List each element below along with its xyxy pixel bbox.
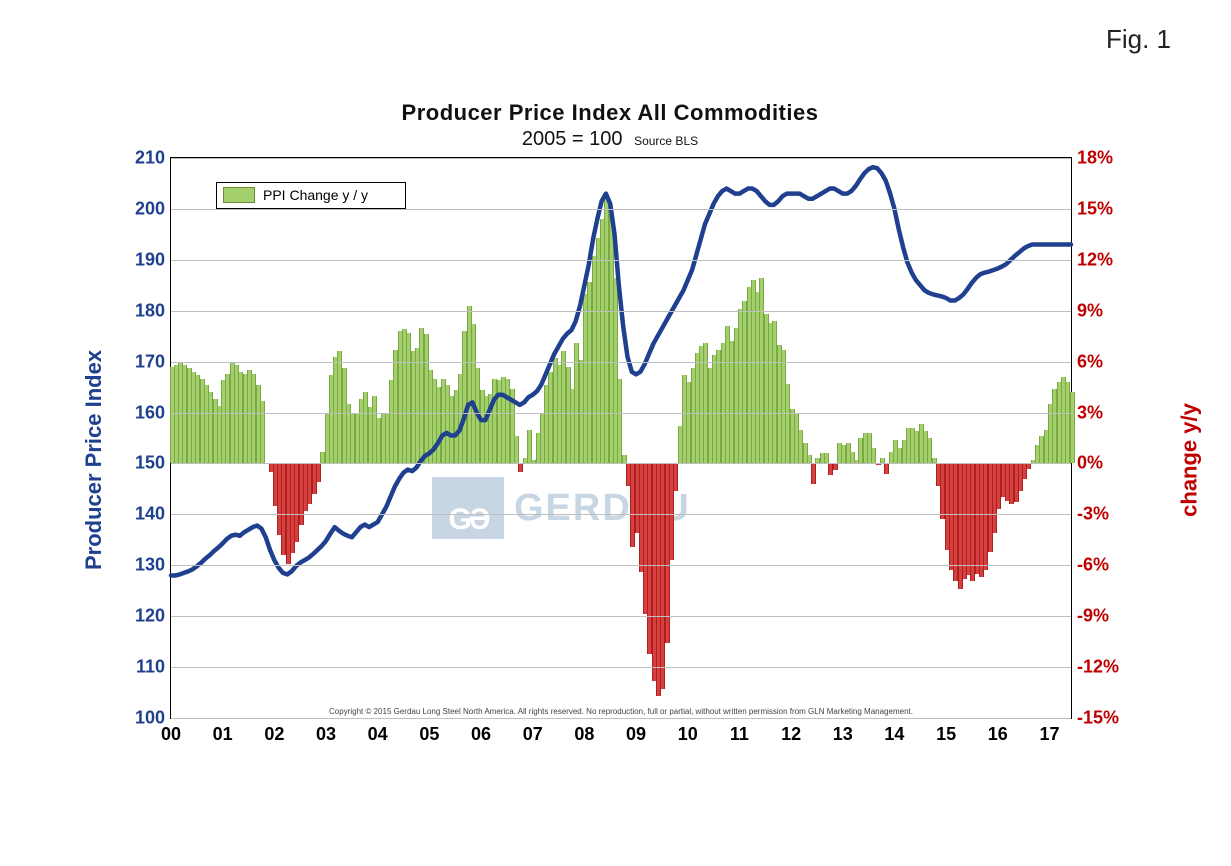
y-right-tick: -12%	[1077, 657, 1119, 678]
x-tick: 05	[419, 724, 439, 745]
chart-title: Producer Price Index All Commodities	[60, 100, 1160, 126]
x-tick: 08	[574, 724, 594, 745]
chart-subtitle: 2005 = 100 Source BLS	[60, 128, 1160, 151]
y-right-tick: 18%	[1077, 148, 1113, 169]
grid-line	[171, 158, 1071, 159]
x-tick: 09	[626, 724, 646, 745]
grid-line	[171, 667, 1071, 668]
y-right-tick: -3%	[1077, 504, 1109, 525]
x-tick: 04	[368, 724, 388, 745]
y-left-tick: 120	[135, 606, 165, 627]
legend-label: PPI Change y / y	[263, 187, 368, 204]
x-tick: 00	[161, 724, 181, 745]
x-tick: 17	[1039, 724, 1059, 745]
y-left-tick: 180	[135, 300, 165, 321]
x-tick: 01	[213, 724, 233, 745]
figure-label: Fig. 1	[1106, 24, 1171, 55]
x-tick: 15	[936, 724, 956, 745]
y-left-tick: 150	[135, 453, 165, 474]
y-right-tick: 6%	[1077, 351, 1103, 372]
x-tick: 10	[678, 724, 698, 745]
y-right-tick: 0%	[1077, 453, 1103, 474]
y-right-tick: -6%	[1077, 555, 1109, 576]
x-tick: 11	[730, 724, 749, 745]
line-layer	[171, 158, 1071, 718]
x-tick: 16	[988, 724, 1008, 745]
plot-area: GƏ GERDAU PPI Change y / y Copyright © 2…	[170, 157, 1072, 719]
legend-swatch	[223, 187, 255, 203]
x-tick: 06	[471, 724, 491, 745]
grid-line	[171, 260, 1071, 261]
source-label: Source BLS	[634, 134, 698, 148]
grid-line	[171, 311, 1071, 312]
grid-line	[171, 413, 1071, 414]
x-tick: 13	[833, 724, 853, 745]
legend: PPI Change y / y	[216, 182, 406, 209]
y-left-tick: 210	[135, 148, 165, 169]
y-right-tick: -15%	[1077, 708, 1119, 729]
y-left-tick: 130	[135, 555, 165, 576]
x-tick: 12	[781, 724, 801, 745]
grid-line	[171, 616, 1071, 617]
y-left-tick: 160	[135, 402, 165, 423]
grid-line	[171, 209, 1071, 210]
chart-container: Producer Price Index All Commodities 200…	[60, 100, 1160, 820]
y-left-tick: 110	[136, 657, 165, 678]
y-right-tick: 15%	[1077, 198, 1113, 219]
x-tick: 14	[884, 724, 904, 745]
grid-line	[171, 514, 1071, 515]
y-left-tick: 190	[135, 249, 165, 270]
y-left-tick: 170	[135, 351, 165, 372]
y-right-tick: 12%	[1077, 249, 1113, 270]
y-right-tick: 3%	[1077, 402, 1103, 423]
copyright-text: Copyright © 2015 Gerdau Long Steel North…	[329, 707, 913, 716]
x-tick: 02	[264, 724, 284, 745]
grid-line	[171, 718, 1071, 719]
x-tick: 03	[316, 724, 336, 745]
grid-line	[171, 362, 1071, 363]
y-axis-right-title: change y/y	[1177, 403, 1203, 517]
grid-line	[171, 565, 1071, 566]
y-left-tick: 200	[135, 198, 165, 219]
y-left-tick: 140	[135, 504, 165, 525]
x-tick: 07	[523, 724, 543, 745]
subtitle-text: 2005 = 100	[522, 128, 623, 150]
y-right-tick: -9%	[1077, 606, 1109, 627]
y-right-tick: 9%	[1077, 300, 1103, 321]
y-axis-left-title: Producer Price Index	[81, 350, 107, 570]
